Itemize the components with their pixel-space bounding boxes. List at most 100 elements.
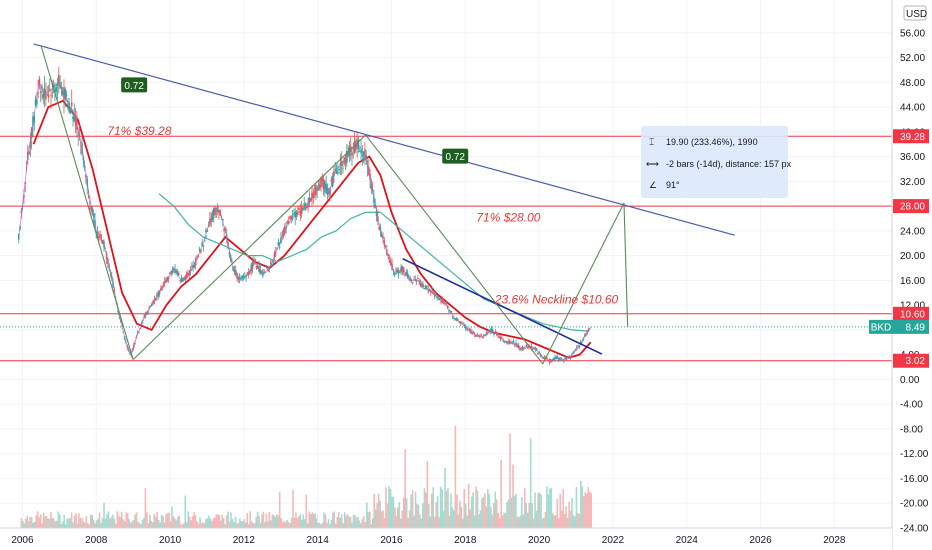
- volume-bar: [549, 488, 551, 528]
- candle-body: [409, 277, 411, 281]
- candle-body: [583, 335, 586, 337]
- volume-bar: [177, 516, 179, 528]
- candle-body: [289, 217, 291, 220]
- volume-bar: [587, 487, 590, 528]
- volume-bar: [323, 512, 325, 528]
- candle-body: [404, 274, 406, 276]
- volume-bar: [515, 493, 517, 528]
- volume-bar: [441, 489, 443, 528]
- volume-bar: [491, 514, 494, 528]
- volume-bar: [405, 498, 408, 528]
- volume-bar: [208, 515, 210, 528]
- volume-bar: [560, 510, 563, 528]
- candle-body: [413, 279, 415, 281]
- volume-bar: [36, 511, 39, 528]
- volume-bar: [419, 514, 421, 528]
- volume-bar: [213, 517, 216, 528]
- drawings[interactable]: 0.72 0.72: [33, 43, 735, 365]
- candle-body: [237, 277, 240, 280]
- volume-bar: [357, 516, 359, 528]
- volume-bar: [414, 491, 417, 528]
- candle-body: [476, 334, 479, 336]
- volume-bar: [38, 517, 40, 528]
- candle-body: [308, 197, 311, 203]
- candle-body: [344, 158, 347, 165]
- volume-bar: [487, 489, 489, 528]
- year-tick-label: 2006: [11, 535, 34, 546]
- candle-body: [485, 332, 488, 334]
- candle-body: [360, 150, 362, 154]
- volume-bar: [182, 523, 185, 528]
- volume-bar: [451, 507, 454, 528]
- volume-bar: [113, 518, 116, 528]
- volume-bar: [504, 512, 507, 528]
- volume-bar: [216, 514, 219, 528]
- volume-bar: [190, 520, 192, 528]
- candle-body: [200, 249, 202, 253]
- volume-bar: [435, 502, 438, 528]
- candle-body: [255, 266, 258, 268]
- volume-bar: [147, 523, 150, 528]
- volume-bar: [497, 513, 500, 528]
- candle-body: [305, 206, 308, 208]
- volume-bar: [23, 523, 26, 528]
- volume-bar: [61, 521, 64, 528]
- volume-bar: [321, 522, 324, 528]
- volume-bar: [45, 515, 48, 528]
- volume-bar: [239, 518, 241, 528]
- volume-bar: [73, 515, 76, 528]
- candle-body: [269, 262, 272, 264]
- candle-body: [77, 135, 79, 137]
- time-axis[interactable]: 2006 2008 2010 2012 2014 2016 2018 2020 2022 2024…: [0, 527, 892, 550]
- volume-bar: [283, 521, 285, 528]
- volume-bar: [413, 515, 415, 528]
- volume-bar: [523, 488, 526, 528]
- volume-bar: [482, 497, 485, 528]
- volume-bar: [569, 510, 572, 528]
- volume-bar: [265, 513, 268, 528]
- volume-bar: [385, 487, 387, 528]
- volume-bar: [284, 522, 287, 528]
- long-trendline: [33, 43, 735, 236]
- volume-bar: [51, 517, 54, 528]
- price-axis[interactable]: 56.0052.0048.0044.0040.0036.0032.0028.00…: [891, 0, 932, 550]
- volume-bar: [27, 521, 30, 528]
- volume-bar: [72, 522, 74, 528]
- ratio-tag-label: 0.72: [445, 152, 465, 163]
- volume-bar: [290, 517, 293, 528]
- last-price-tag-label: 8.49: [906, 322, 926, 333]
- candle-body: [520, 348, 523, 350]
- volume-bar: [428, 503, 430, 528]
- candle-body: [532, 348, 534, 350]
- volume-bar: [91, 514, 94, 528]
- candle-body: [260, 270, 263, 272]
- volume-bar: [240, 521, 243, 528]
- candle-body: [379, 227, 382, 231]
- volume-bar: [311, 512, 314, 528]
- candle-body: [138, 331, 140, 333]
- price-tick-label: -4.00: [900, 400, 923, 411]
- volume-bar: [22, 521, 24, 528]
- candle-body: [519, 347, 521, 350]
- candle-body: [169, 273, 171, 274]
- candle-body: [502, 340, 504, 342]
- tooltip-range-icon: ⌶: [649, 137, 654, 147]
- candle-body: [271, 264, 273, 266]
- volume-bar: [581, 486, 584, 528]
- volume-bar: [568, 501, 570, 528]
- volume-bar: [363, 516, 365, 528]
- volume-bar: [371, 518, 374, 528]
- volume-bar: [94, 523, 97, 528]
- volume-bar: [135, 512, 138, 528]
- volume-bar: [138, 522, 141, 528]
- volume-bar: [175, 520, 178, 528]
- volume-bar: [247, 524, 250, 528]
- candle-body: [203, 240, 206, 242]
- volume-bar: [25, 518, 27, 528]
- year-tick-label: 2018: [454, 535, 477, 546]
- candle-body: [148, 307, 151, 308]
- volume-bar: [388, 486, 390, 528]
- tooltip-line-2: -2 bars (-14d), distance: 157 px: [666, 159, 792, 169]
- candle-body: [422, 284, 424, 288]
